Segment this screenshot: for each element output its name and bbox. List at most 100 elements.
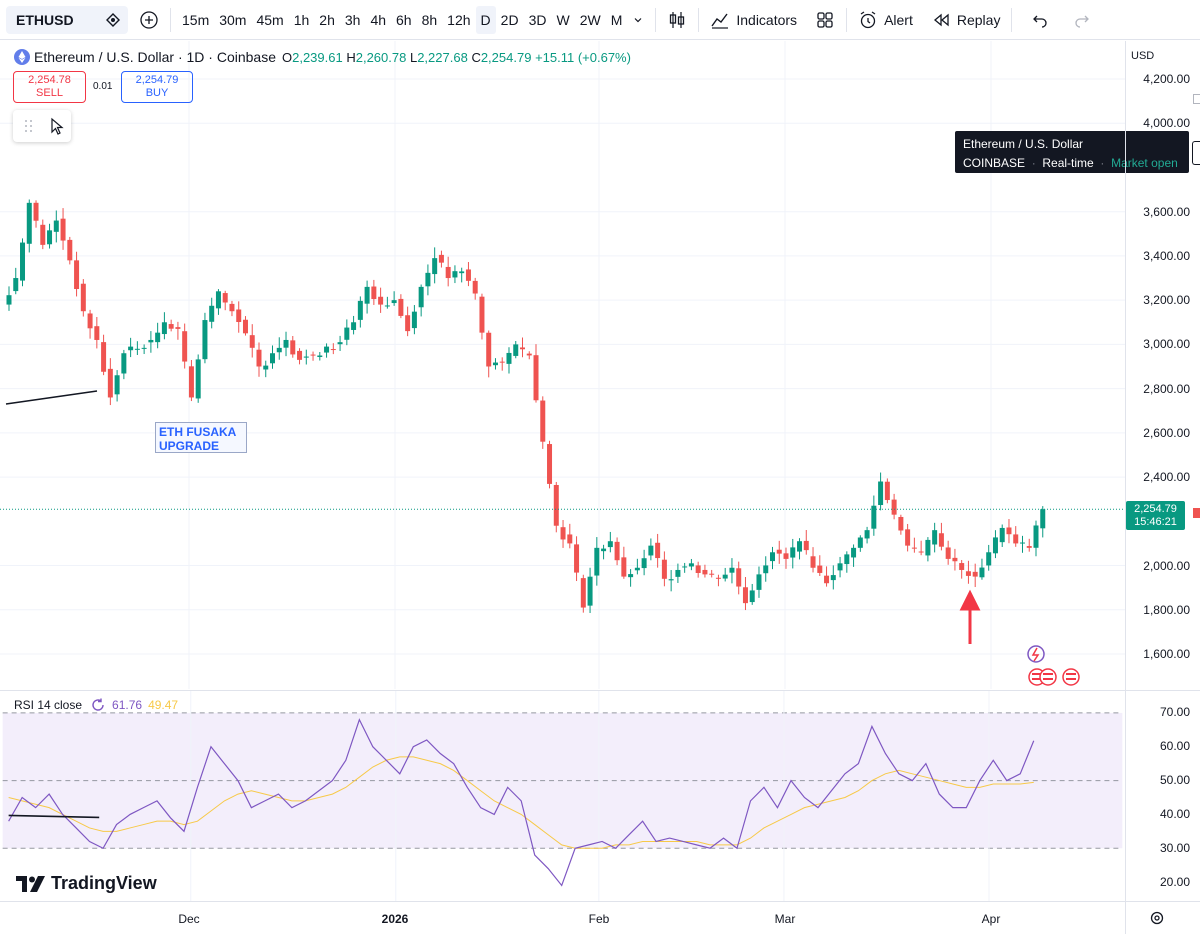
grid-icon — [817, 11, 833, 28]
candle-body — [520, 347, 525, 350]
candle-body — [290, 340, 296, 355]
candle-body — [641, 558, 647, 569]
candle-body — [628, 574, 634, 578]
interval-2w[interactable]: 2W — [579, 11, 601, 28]
candle-body — [20, 242, 26, 281]
interval-3h[interactable]: 3h — [344, 11, 361, 28]
candle-body — [533, 355, 539, 401]
rsi-trend-line[interactable] — [8, 814, 100, 819]
interval-d[interactable]: D — [475, 5, 496, 34]
open-value: 2,239.61 — [292, 49, 343, 65]
interval-2d[interactable]: 2D — [500, 11, 519, 28]
trend-line[interactable] — [5, 390, 98, 405]
candle-body — [276, 347, 282, 353]
candle-body — [668, 579, 674, 581]
candle-body — [851, 547, 857, 558]
candle — [540, 396, 546, 449]
time-tick-label: Mar — [774, 912, 796, 926]
redo-button[interactable] — [1068, 6, 1096, 34]
us-flag-event-icon[interactable] — [1039, 668, 1057, 686]
interval-w[interactable]: W — [556, 11, 570, 28]
refresh-icon[interactable] — [90, 697, 106, 713]
interval-12h[interactable]: 12h — [447, 11, 471, 28]
interval-4h[interactable]: 4h — [370, 11, 387, 28]
compare-symbol-button[interactable] — [134, 6, 164, 34]
layouts-button[interactable] — [810, 6, 840, 34]
candle-body — [438, 254, 444, 263]
candle-body — [378, 296, 384, 305]
close-value: 2,254.79 — [480, 49, 532, 65]
time-axis[interactable]: Dec 2026 Feb Mar Apr — [0, 901, 1200, 934]
rewind-icon — [933, 13, 949, 26]
alert-button[interactable]: Alert — [853, 6, 918, 34]
chart-style-button[interactable] — [662, 6, 692, 34]
candle-body — [945, 547, 951, 559]
candle-body — [148, 339, 154, 343]
symbol-search[interactable]: ETHUSD — [6, 5, 128, 34]
interval-dropdown[interactable] — [627, 6, 649, 34]
replay-button[interactable]: Replay — [926, 6, 1006, 34]
interval-3d[interactable]: 3D — [528, 11, 547, 28]
candle-body — [161, 322, 167, 335]
us-flag-event-icon[interactable] — [1062, 668, 1080, 686]
interval-45m[interactable]: 45m — [256, 11, 284, 28]
lightning-icon — [1031, 647, 1040, 662]
annotation-line-2: UPGRADE — [159, 439, 220, 453]
flag-stripe — [1043, 673, 1053, 675]
candle — [398, 294, 404, 319]
redo-icon — [1075, 15, 1090, 28]
symbol-tooltip: Ethereum / U.S. Dollar COINBASE · Real-t… — [955, 131, 1189, 173]
candle — [297, 348, 303, 365]
candle-body — [749, 590, 755, 603]
candle — [709, 569, 715, 578]
settings-icon[interactable] — [1149, 910, 1165, 926]
tooltip-exchange: COINBASE — [963, 156, 1026, 170]
candle-body — [297, 350, 303, 360]
interval-15m[interactable]: 15m — [182, 11, 210, 28]
interval-2h[interactable]: 2h — [319, 11, 335, 28]
candle-body — [857, 537, 863, 548]
drag-handle-icon[interactable] — [19, 116, 39, 136]
buy-button[interactable]: 2,254.79 BUY — [121, 71, 193, 103]
price-axis[interactable]: USD 4,200.00 4,000.00 3,600.00 3,400.00 3,20… — [1125, 41, 1200, 901]
rsi-pane[interactable] — [0, 690, 1125, 901]
candle-body — [229, 303, 235, 312]
candle — [675, 563, 681, 583]
candle-body — [499, 361, 505, 363]
divider — [846, 7, 848, 32]
candle-body — [134, 348, 140, 350]
interval-m[interactable]: M — [610, 11, 623, 28]
candle-body — [817, 565, 823, 573]
event-flash-icon[interactable] — [1027, 645, 1045, 663]
interval-8h[interactable]: 8h — [421, 11, 438, 28]
sell-button[interactable]: 2,254.78 SELL — [13, 71, 86, 103]
candle — [905, 523, 911, 552]
close-label: C — [471, 49, 481, 65]
candle — [526, 351, 532, 360]
indicators-button[interactable]: Indicators — [705, 6, 802, 34]
candle-body — [884, 481, 890, 501]
rsi-ma-line — [8, 756, 1034, 849]
interval-1h[interactable]: 1h — [293, 11, 310, 28]
candle — [513, 340, 519, 359]
currency-label[interactable]: USD — [1131, 50, 1155, 62]
chart-text-annotation[interactable]: ETH FUSAKA UPGRADE — [155, 422, 247, 453]
candle — [580, 574, 586, 613]
interval-30m[interactable]: 30m — [219, 11, 247, 28]
undo-button[interactable] — [1026, 6, 1054, 34]
candle-body — [864, 530, 870, 539]
candle-body — [702, 569, 708, 575]
candle — [182, 323, 188, 369]
candle — [1006, 519, 1012, 544]
cursor-icon[interactable] — [47, 116, 67, 136]
arrow-up-annotation[interactable] — [959, 589, 981, 644]
price-tick-label: 3,600.00 — [1143, 204, 1190, 219]
candle-body — [661, 559, 667, 579]
tradingview-logo[interactable]: TradingView — [16, 873, 157, 894]
candle-body — [972, 571, 978, 577]
rsi-ma-value: 49.47 — [148, 698, 179, 712]
rsi-value: 61.76 — [112, 698, 143, 712]
interval-6h[interactable]: 6h — [396, 11, 412, 28]
candle-body — [337, 342, 343, 345]
symbol-type-icon[interactable] — [104, 11, 122, 29]
